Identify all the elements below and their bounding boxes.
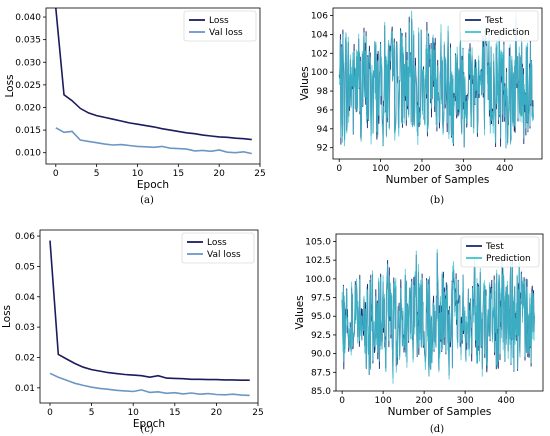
- y-tick-label: 0.01: [15, 384, 35, 394]
- y-tick-label: 95.0: [311, 312, 331, 322]
- legend-box: [460, 236, 540, 268]
- y-tick-label: 0.040: [15, 13, 41, 23]
- y-tick-label: 0.010: [15, 149, 41, 159]
- y-tick-label: 0.015: [15, 126, 41, 136]
- series-line-prediction: [341, 248, 535, 384]
- x-tick-label: 10: [127, 408, 139, 418]
- x-tick-label: 5: [89, 408, 95, 418]
- y-tick-label: 0.05: [15, 262, 35, 272]
- x-axis-label: Epoch: [133, 418, 165, 430]
- y-tick-label: 100.0: [305, 275, 331, 285]
- chart-panel-b: 0 100 200 300 400 92 94 96 98 100 102 104 106 Number …: [299, 7, 543, 206]
- y-tick-label: 106: [311, 12, 328, 22]
- chart-panel-c: 0 5 10 15 20 25 0.01 0.02 0.03 0.04 0.05 0.06 Epoch L…: [1, 229, 264, 435]
- series-line-loss: [49, 240, 250, 381]
- x-tick-label: 10: [132, 169, 144, 179]
- x-axis-label: Number of Samples: [386, 174, 490, 186]
- x-tick-label: 400: [496, 164, 513, 174]
- y-axis-label: Loss: [4, 74, 16, 97]
- y-tick-label: 105.0: [305, 237, 331, 247]
- y-tick-label: 0.04: [15, 293, 35, 303]
- x-tick-label: 200: [413, 164, 430, 174]
- y-tick-label: 102: [311, 49, 328, 59]
- x-tick-label: 200: [416, 396, 433, 406]
- plot-frame: [45, 7, 261, 165]
- x-tick-label: 400: [498, 396, 515, 406]
- x-tick-label: 15: [173, 169, 184, 179]
- legend-entry: Loss: [207, 238, 227, 248]
- x-tick-label: 20: [211, 408, 223, 418]
- legend-entry: Loss: [209, 16, 229, 26]
- series-line-loss: [55, 7, 252, 141]
- y-tick-label: 104: [311, 30, 328, 40]
- y-tick-label: 0.06: [15, 232, 35, 242]
- y-tick-label: 0.025: [15, 81, 41, 91]
- legend: Test Prediction: [460, 236, 540, 268]
- y-tick-label: 92.5: [311, 331, 331, 341]
- y-tick-label: 85.0: [311, 387, 331, 397]
- y-tick-label: 87.5: [311, 368, 331, 378]
- legend-entry: Val loss: [209, 28, 243, 38]
- legend-entry: Test: [484, 16, 503, 26]
- y-tick-label: 92: [317, 144, 328, 154]
- y-tick-label: 90.0: [311, 350, 331, 360]
- x-tick-label: 25: [254, 169, 265, 179]
- legend-box: [183, 10, 257, 42]
- y-tick-label: 98: [317, 87, 329, 97]
- y-tick-label: 0.030: [15, 58, 41, 68]
- y-tick-label: 0.02: [15, 353, 35, 363]
- legend: Loss Val loss: [183, 10, 257, 42]
- x-tick-label: 100: [372, 164, 389, 174]
- panel-label: (b): [430, 195, 444, 206]
- plot-frame: [335, 233, 544, 392]
- panel-label: (a): [140, 195, 154, 206]
- legend: Test Prediction: [459, 10, 539, 42]
- y-tick-label: 0.020: [15, 103, 41, 113]
- y-tick-label: 94: [317, 125, 329, 135]
- y-tick-label: 102.5: [305, 256, 331, 266]
- legend-box: [459, 10, 539, 42]
- x-tick-label: 20: [213, 169, 225, 179]
- y-tick-label: 0.035: [15, 36, 41, 46]
- series-line-prediction: [338, 10, 534, 149]
- y-tick-label: 100: [311, 68, 328, 78]
- x-tick-label: 300: [455, 164, 472, 174]
- y-tick-label: 96: [317, 106, 329, 116]
- x-tick-label: 0: [339, 396, 345, 406]
- y-tick-label: 0.03: [15, 323, 35, 333]
- legend-entry: Val loss: [207, 250, 241, 260]
- y-axis-label: Loss: [1, 305, 13, 328]
- x-axis-label: Epoch: [137, 179, 169, 191]
- x-tick-label: 300: [457, 396, 474, 406]
- plot-frame: [39, 229, 259, 404]
- panel-label: (c): [140, 424, 154, 435]
- legend-entry: Test: [485, 242, 504, 252]
- x-tick-label: 0: [53, 169, 59, 179]
- x-tick-label: 5: [94, 169, 100, 179]
- x-tick-label: 0: [47, 408, 53, 418]
- series-line-val-loss: [49, 372, 250, 397]
- chart-panel-a: 0 5 10 15 20 25 0.010 0.015 0.020 0.025 0.030 0.035…: [4, 7, 266, 206]
- legend-entry: Prediction: [485, 28, 530, 38]
- x-tick-label: 15: [169, 408, 180, 418]
- x-tick-label: 0: [336, 164, 342, 174]
- legend-entry: Prediction: [486, 254, 531, 264]
- chart-panel-d: 0 100 200 300 400 85.0 87.5 90.0 92.5 95.0 97.5 100…: [294, 233, 544, 435]
- y-axis-label: Values: [299, 66, 311, 100]
- x-axis-label: Number of Samples: [388, 406, 492, 418]
- legend-box: [181, 232, 255, 264]
- x-tick-label: 25: [252, 408, 263, 418]
- panel-label: (d): [430, 424, 444, 435]
- series-line-val-loss: [55, 127, 252, 155]
- x-tick-label: 100: [375, 396, 392, 406]
- y-tick-label: 97.5: [311, 294, 331, 304]
- plot-frame: [332, 7, 543, 160]
- legend: Loss Val loss: [181, 232, 255, 264]
- y-axis-label: Values: [294, 295, 306, 329]
